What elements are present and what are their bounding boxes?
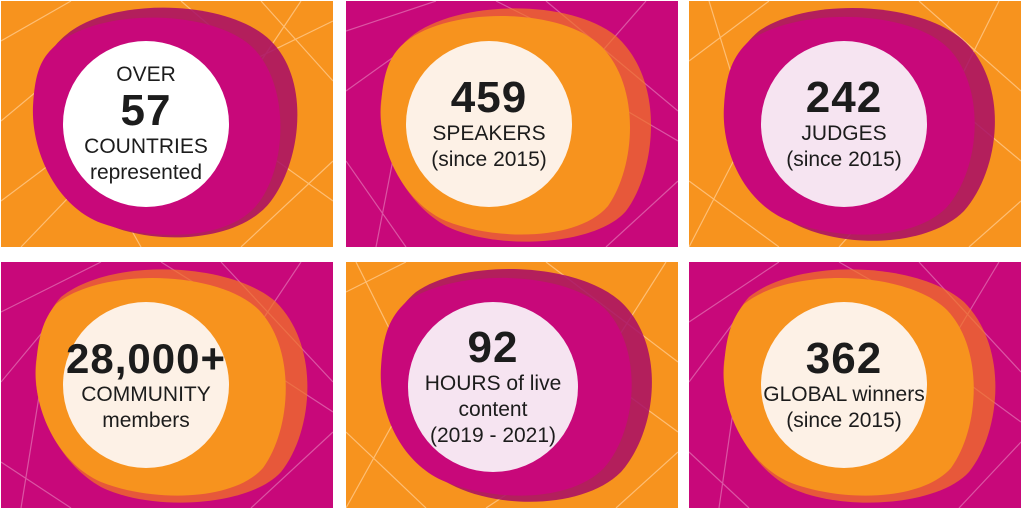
stat-label-line-2: content	[458, 398, 528, 421]
stat-circle: OVER 57 COUNTRIES represented	[63, 41, 229, 207]
stat-tile-speakers: 459 SPEAKERS (since 2015)	[346, 1, 678, 247]
stat-label-line-1: COUNTRIES	[84, 135, 208, 158]
stat-label-line-2: (since 2015)	[431, 148, 547, 171]
stat-label-line-2: represented	[89, 161, 203, 184]
stat-label-line-1: GLOBAL winners	[763, 383, 925, 406]
stat-label-line-2: (since 2015)	[786, 409, 902, 432]
stat-circle: 28,000+ COMMUNITY members	[63, 302, 229, 468]
stat-tile-countries: OVER 57 COUNTRIES represented	[1, 1, 333, 247]
stat-label-line-1: HOURS of live	[424, 372, 562, 395]
stat-label-line-1: COMMUNITY	[81, 383, 211, 406]
stat-label-line-1: JUDGES	[801, 122, 887, 145]
stat-number: 242	[805, 73, 883, 122]
stat-label-line-3: (2019 - 2021)	[429, 424, 557, 447]
stat-number: 362	[805, 334, 883, 383]
stat-tile-community: 28,000+ COMMUNITY members	[1, 262, 333, 508]
stat-circle: 242 JUDGES (since 2015)	[761, 41, 927, 207]
stat-circle: 459 SPEAKERS (since 2015)	[406, 41, 572, 207]
stat-tile-winners: 362 GLOBAL winners (since 2015)	[689, 262, 1021, 508]
stat-prefix: OVER	[116, 63, 176, 86]
stat-number: 459	[450, 73, 528, 122]
stat-tile-hours: 92 HOURS of live content (2019 - 2021)	[346, 262, 678, 508]
stat-tile-judges: 242 JUDGES (since 2015)	[689, 1, 1021, 247]
stat-label-line-1: SPEAKERS	[432, 122, 546, 145]
stat-circle: 362 GLOBAL winners (since 2015)	[761, 302, 927, 468]
stat-label-line-2: (since 2015)	[786, 148, 902, 171]
stat-circle: 92 HOURS of live content (2019 - 2021)	[408, 302, 578, 472]
stat-label-line-2: members	[102, 409, 190, 432]
stat-number: 92	[467, 323, 519, 372]
stat-number: 28,000+	[66, 335, 226, 382]
stat-number: 57	[120, 86, 172, 135]
